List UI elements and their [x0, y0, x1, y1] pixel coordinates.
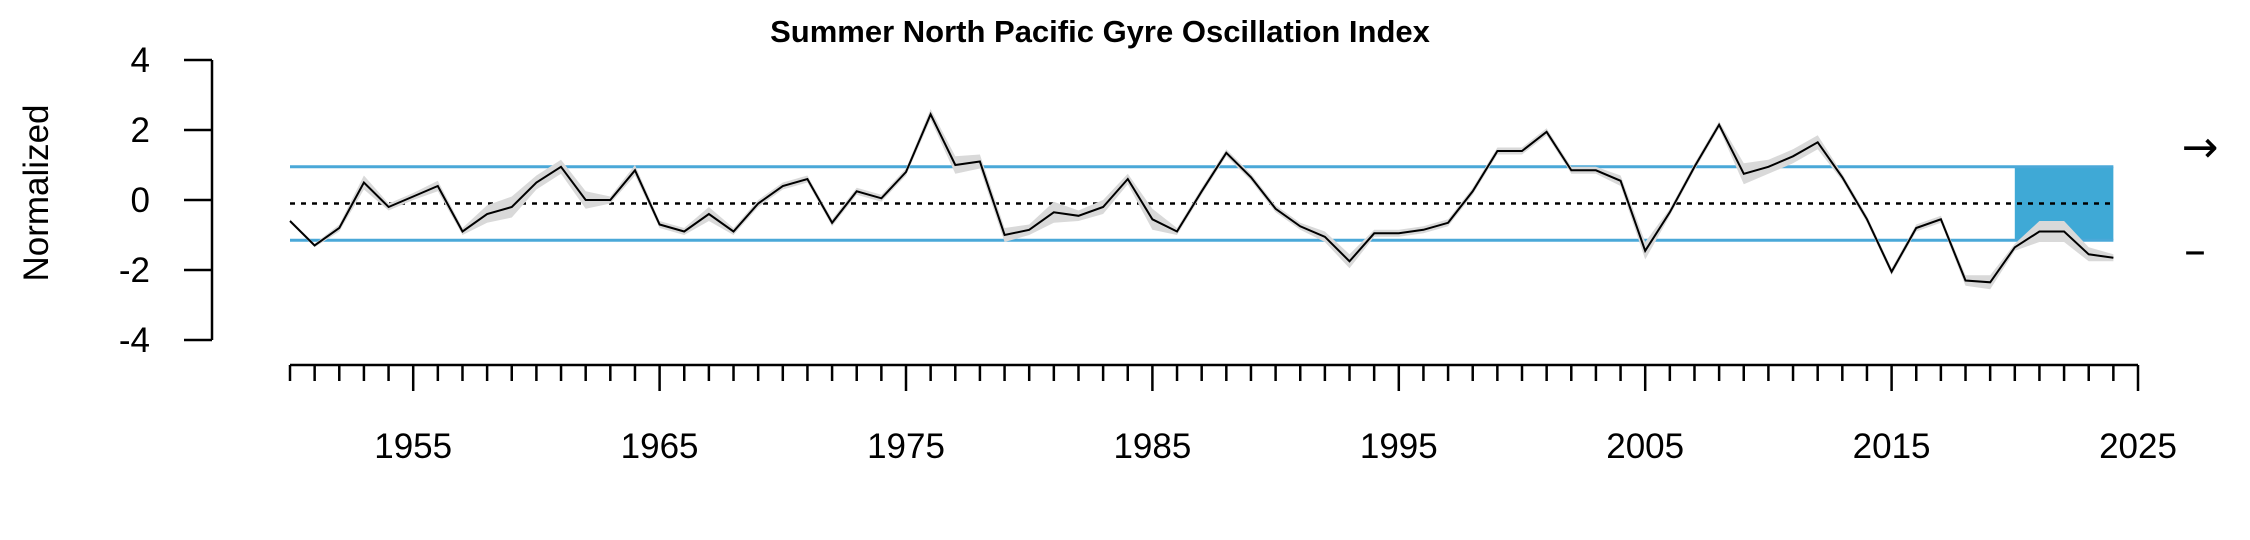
- chart-title: Summer North Pacific Gyre Oscillation In…: [770, 14, 1431, 49]
- x-tick-label: 2025: [2099, 427, 2177, 466]
- y-tick-label: -2: [119, 251, 150, 290]
- x-tick-label: 2005: [1606, 427, 1684, 466]
- x-tick-label: 1975: [867, 427, 945, 466]
- x-tick-label: 1995: [1360, 427, 1438, 466]
- series-group: [289, 111, 2114, 284]
- x-tick-label: 1955: [374, 427, 452, 466]
- y-tick-label: -4: [119, 321, 150, 360]
- y-axis: -4 -2 0 2 4: [119, 41, 214, 360]
- confidence-band: [290, 109, 2114, 290]
- y-axis-title: Normalized: [17, 105, 56, 282]
- trend-arrow-icon: →: [2182, 122, 2219, 173]
- sd-lines: [290, 165, 2114, 242]
- x-tick-label: 1965: [621, 427, 699, 466]
- y-tick-label: 0: [131, 181, 150, 220]
- confidence-band-group: [290, 109, 2114, 290]
- y-tick-label: 2: [131, 111, 150, 150]
- series-line: [289, 111, 2114, 284]
- x-tick-label: 1985: [1113, 427, 1191, 466]
- y-tick-label: 4: [131, 41, 150, 80]
- x-tick-label: 2015: [1853, 427, 1931, 466]
- mean-dash-icon: –: [2184, 225, 2206, 276]
- x-axis: 1955 1965 1975 1985 1995 2005 2015 2025: [288, 363, 2177, 466]
